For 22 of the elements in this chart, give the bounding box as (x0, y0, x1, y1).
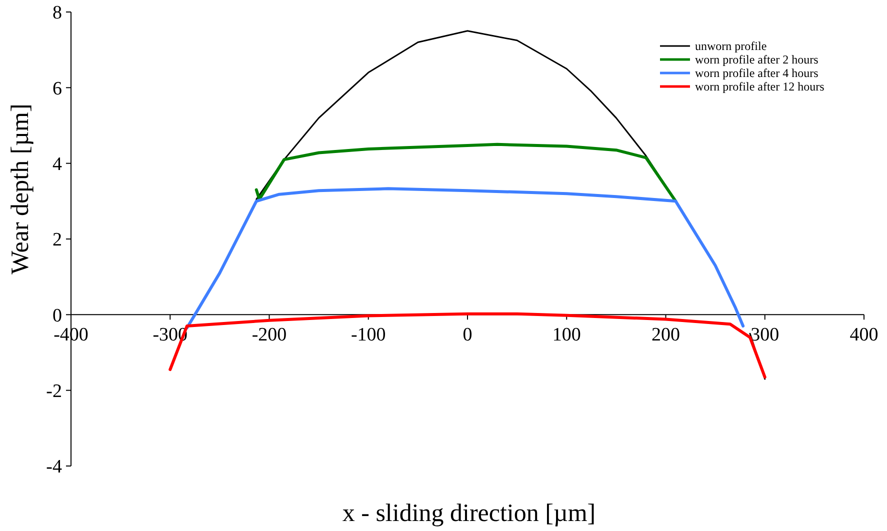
y-tick-label: 6 (52, 78, 62, 100)
legend-label: worn profile after 2 hours (695, 52, 819, 67)
line-series (185, 187, 745, 330)
x-tick-label: -100 (350, 324, 386, 346)
legend-label: worn profile after 4 hours (695, 66, 819, 80)
y-tick-label: -4 (46, 456, 62, 478)
y-tick-label: 2 (52, 230, 62, 251)
x-tick-label: 0 (462, 324, 472, 346)
legend-label: worn profile after 12 hours (695, 80, 825, 94)
x-tick-label: 200 (652, 324, 680, 346)
x-tick-label: 400 (850, 324, 878, 346)
y-tick-label: 4 (52, 154, 62, 175)
y-axis-title: Wear depth [µm] (7, 104, 34, 274)
x-tick-label: 100 (552, 324, 581, 346)
x-tick-label: 300 (750, 324, 780, 346)
y-tick-label: -2 (46, 380, 62, 402)
legend-label: unworn profile (695, 39, 767, 54)
y-tick-label: 8 (52, 2, 62, 24)
x-tick-label: -200 (252, 324, 287, 346)
line-series (254, 142, 678, 203)
y-tick-label: 0 (52, 305, 62, 326)
x-axis-title: x - sliding direction [µm] (342, 500, 596, 527)
